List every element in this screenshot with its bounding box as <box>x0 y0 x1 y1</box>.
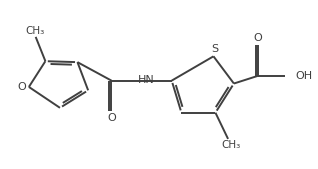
Text: HN: HN <box>138 75 154 85</box>
Text: O: O <box>107 113 116 123</box>
Text: CH₃: CH₃ <box>221 140 241 150</box>
Text: CH₃: CH₃ <box>25 26 44 35</box>
Text: O: O <box>254 33 263 43</box>
Text: O: O <box>18 82 26 92</box>
Text: S: S <box>211 44 218 54</box>
Text: OH: OH <box>296 71 313 81</box>
